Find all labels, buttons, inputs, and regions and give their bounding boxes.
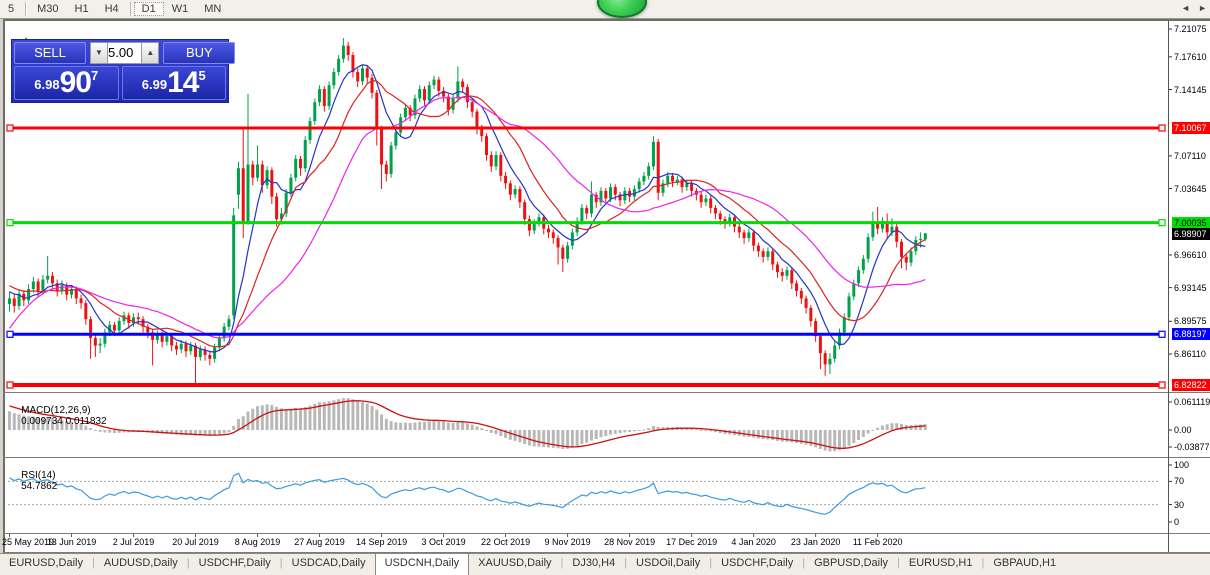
sell-price-button[interactable]: 6.98 90 7 <box>14 66 119 100</box>
price-tick-label: 6.93145 <box>1174 282 1207 293</box>
date-tick-label: 8 Aug 2019 <box>234 537 281 547</box>
tab-usdoil-daily[interactable]: USDOil,Daily <box>636 557 701 569</box>
timeframe-button-h4[interactable]: H4 <box>104 3 119 15</box>
date-tick-label: 20 Jul 2019 <box>172 537 219 547</box>
buy-button[interactable]: BUY <box>163 42 236 64</box>
price-tick-label: 7.07110 <box>1174 150 1206 161</box>
chart-tab-bar: EURUSD,Daily | AUDUSD,Daily | USDCHF,Daily | U… <box>0 553 1210 575</box>
tab-separator: | <box>560 557 564 569</box>
macd-header: MACD(12,26,9) 0.009734 0.011832 <box>10 394 107 438</box>
tab-scroll-buttons: ◄ ► <box>1181 3 1207 13</box>
buy-price-big: 14 <box>167 66 199 99</box>
timeframe-button-w1[interactable]: W1 <box>171 3 189 15</box>
sell-button[interactable]: SELL <box>14 42 86 64</box>
tab-eurusd-h1[interactable]: EURUSD,H1 <box>908 557 973 569</box>
price-tick-label: 7.17610 <box>1174 51 1207 62</box>
panel-divider <box>3 457 1210 458</box>
tab-separator: | <box>186 557 190 569</box>
hline-price-label: 6.82822 <box>1172 379 1210 391</box>
sell-price-big: 90 <box>59 66 92 99</box>
date-tick-label: 11 Feb 2020 <box>852 537 903 547</box>
tab-usdcad-daily[interactable]: USDCAD,Daily <box>291 557 366 569</box>
hline-price-label: 7.00035 <box>1172 216 1210 229</box>
macd-tick-label: 0.00 <box>1174 425 1192 435</box>
window-bottom-border <box>3 552 1210 553</box>
date-tick-label: 17 Dec 2019 <box>666 537 718 547</box>
date-tick-label: 13 Jun 2019 <box>46 537 97 547</box>
hline-price-label: 6.88197 <box>1172 328 1210 341</box>
date-tick-label: 2 Jul 2019 <box>112 537 155 547</box>
price-tick-label: 6.89575 <box>1174 316 1207 327</box>
sell-price-small: 6.98 <box>34 77 60 92</box>
rsi-tick-label: 70 <box>1174 476 1185 487</box>
panel-divider <box>3 533 1210 534</box>
toolbar-separator <box>25 2 27 16</box>
tab-gbpusd-daily[interactable]: GBPUSD,Daily <box>814 557 889 569</box>
rsi-tick-label: 0 <box>1174 517 1180 527</box>
rsi-tick-label: 30 <box>1174 499 1185 510</box>
tab-eurusd-daily[interactable]: EURUSD,Daily <box>9 557 83 569</box>
tab-usdchf-daily[interactable]: USDCHF,Daily <box>198 557 271 569</box>
price-axis-border <box>1168 21 1169 552</box>
tab-separator: | <box>91 557 95 569</box>
rsi-label: RSI(14) <box>21 470 56 481</box>
timeframe-button-mn[interactable]: MN <box>204 3 222 15</box>
rsi-value: 54.7862 <box>21 481 58 492</box>
timeframe-button-m30[interactable]: M30 <box>37 3 59 15</box>
price-tick-label: 7.14145 <box>1174 84 1207 95</box>
buy-price-small: 6.99 <box>141 77 168 92</box>
tab-xauusd-daily[interactable]: XAUUSD,Daily <box>478 557 552 569</box>
price-tick-label: 6.86110 <box>1174 348 1206 359</box>
one-click-trading-panel: SELL ▼ 5.00 ▲ BUY 6.98 90 7 6.99 14 5 <box>11 39 236 103</box>
date-tick-label: 23 Jan 2020 <box>790 537 841 547</box>
volume-increase-button[interactable]: ▲ <box>141 42 160 64</box>
tab-usdchf-daily[interactable]: USDCHF,Daily <box>721 557 794 569</box>
date-tick-label: 25 May 2019 <box>2 537 55 547</box>
tab-scroll-left-icon[interactable]: ◄ <box>1181 3 1191 13</box>
tab-audusd-daily[interactable]: AUDUSD,Daily <box>103 557 178 569</box>
current-price-label: 6.98907 <box>1172 228 1210 241</box>
sell-price-sup: 7 <box>90 68 99 83</box>
price-tick-label: 6.96610 <box>1174 249 1207 260</box>
date-tick-label: 9 Nov 2019 <box>544 537 591 547</box>
macd-label: MACD(12,26,9) <box>21 405 91 416</box>
tab-separator: | <box>709 557 713 569</box>
date-tick-label: 22 Oct 2019 <box>481 537 531 547</box>
tab-dj30-h4[interactable]: DJ30,H4 <box>572 557 616 569</box>
tab-scroll-right-icon[interactable]: ► <box>1198 3 1207 13</box>
rsi-header: RSI(14) 54.7862 <box>10 459 57 503</box>
volume-decrease-button[interactable]: ▼ <box>90 42 108 64</box>
date-tick-label: 14 Sep 2019 <box>356 537 408 547</box>
macd-tick-label: -0.038777 <box>1174 442 1210 452</box>
tab-separator: | <box>802 557 806 569</box>
date-tick-label: 3 Oct 2019 <box>421 537 466 547</box>
tab-separator: | <box>624 557 628 569</box>
chart-window[interactable] <box>3 19 1210 555</box>
price-tick-label: 7.21075 <box>1174 24 1207 34</box>
hline-price-label: 7.10067 <box>1172 122 1210 134</box>
chart-canvas[interactable] <box>0 0 1210 553</box>
timeframe-button-5[interactable]: 5 <box>8 3 15 15</box>
tab-separator: | <box>279 557 283 569</box>
date-tick-label: 4 Jan 2020 <box>731 537 776 547</box>
tab-usdcnh-daily[interactable]: USDCNH,Daily <box>374 554 470 575</box>
toolbar-separator <box>129 2 131 16</box>
tab-separator: | <box>897 557 900 569</box>
tab-gbpaud-h1[interactable]: GBPAUD,H1 <box>993 557 1057 569</box>
price-tick-label: 7.03645 <box>1174 183 1207 194</box>
timeframe-button-d1[interactable]: D1 <box>133 2 164 16</box>
timeframe-button-h1[interactable]: H1 <box>74 3 89 15</box>
macd-tick-label: 0.061119 <box>1174 397 1210 407</box>
buy-price-button[interactable]: 6.99 14 5 <box>121 66 226 100</box>
panel-divider <box>3 392 1210 393</box>
tab-separator: | <box>981 557 985 569</box>
macd-values: 0.009734 0.011832 <box>21 416 107 427</box>
date-tick-label: 27 Aug 2019 <box>294 537 345 547</box>
rsi-tick-label: 100 <box>1174 460 1190 470</box>
date-tick-label: 28 Nov 2019 <box>604 537 656 547</box>
volume-input[interactable]: 5.00 <box>108 42 142 64</box>
buy-price-sup: 5 <box>198 68 206 83</box>
